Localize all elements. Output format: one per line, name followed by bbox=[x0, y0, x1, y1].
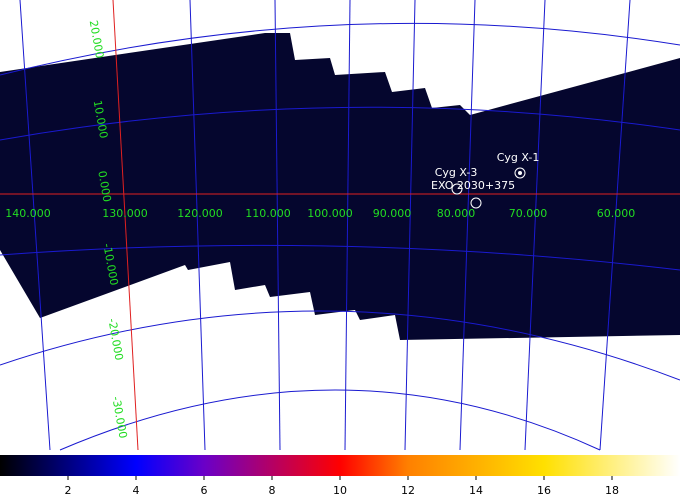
colorbar-tick-label: 14 bbox=[469, 484, 483, 497]
colorbar bbox=[0, 455, 680, 476]
exposure-mosaic bbox=[0, 33, 680, 340]
latitude-label: 0.000 bbox=[95, 170, 113, 203]
longitude-label: 90.000 bbox=[373, 207, 412, 220]
colorbar-tick-label: 4 bbox=[133, 484, 140, 497]
longitude-label: 120.000 bbox=[177, 207, 223, 220]
colorbar-tick-label: 12 bbox=[401, 484, 415, 497]
source-label: EXO 2030+375 bbox=[431, 179, 515, 192]
source-label: Cyg X-3 bbox=[435, 166, 478, 179]
colorbar-tick-label: 18 bbox=[605, 484, 619, 497]
source-markers bbox=[451, 167, 526, 209]
colorbar-tick-label: 6 bbox=[201, 484, 208, 497]
colorbar-tick-label: 10 bbox=[333, 484, 347, 497]
longitude-label: 80.000 bbox=[437, 207, 476, 220]
longitude-label: 130.000 bbox=[102, 207, 148, 220]
colorbar-tick-label: 2 bbox=[65, 484, 72, 497]
colorbar-tick-label: 16 bbox=[537, 484, 551, 497]
longitude-label: 60.000 bbox=[597, 207, 636, 220]
colorbar-tick-label: 8 bbox=[269, 484, 276, 497]
longitude-label: 100.000 bbox=[307, 207, 353, 220]
coordinate-grid bbox=[0, 0, 680, 451]
longitude-label: 70.000 bbox=[509, 207, 548, 220]
longitude-label: 110.000 bbox=[245, 207, 291, 220]
longitude-label: 140.000 bbox=[5, 207, 51, 220]
source-label: Cyg X-1 bbox=[497, 151, 540, 164]
